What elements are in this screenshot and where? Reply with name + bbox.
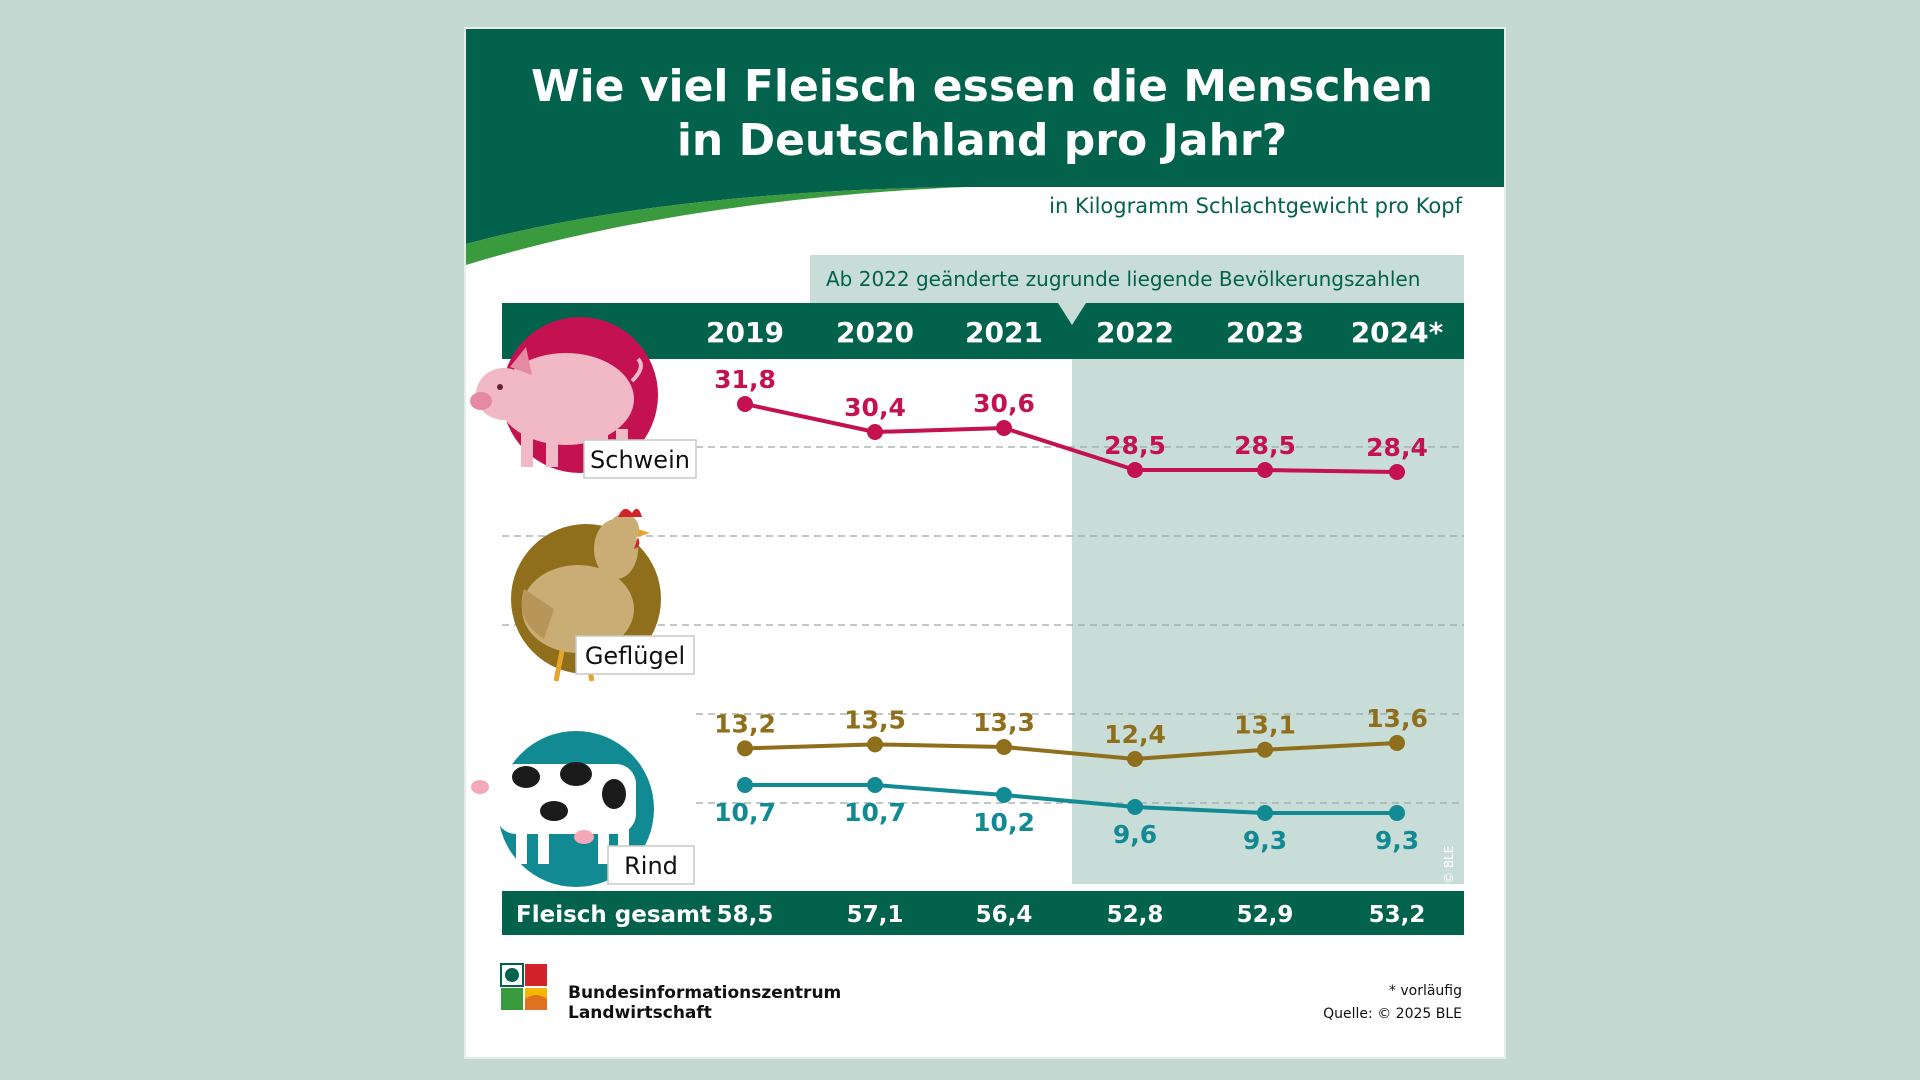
point-0-1: [867, 424, 883, 440]
data-label-1-5: 13,6: [1366, 704, 1428, 733]
year-label-5: 2024*: [1351, 316, 1444, 349]
year-label-4: 2023: [1226, 316, 1304, 349]
series-line-2: [745, 783, 1397, 815]
year-label-2: 2021: [965, 316, 1043, 349]
point-2-5: [1389, 805, 1405, 821]
point-1-3: [1127, 751, 1143, 767]
point-0-5: [1389, 464, 1405, 480]
total-value-3: 52,8: [1107, 902, 1164, 928]
label-schwein-box: [583, 439, 697, 479]
footnote: * vorläufig: [1389, 983, 1462, 999]
data-label-1-3: 12,4: [1104, 720, 1166, 749]
series-layer: 31,8 30,4 30,6 28,5 28,5 28,4 13,2 13,5 13,3 12,4…: [714, 365, 1428, 855]
label-gefluegel-box: [575, 635, 695, 675]
header-swoosh: [466, 187, 966, 265]
data-label-0-2: 30,6: [973, 389, 1035, 418]
total-value-2: 56,4: [976, 902, 1033, 928]
point-2-2: [996, 787, 1012, 803]
point-2-1: [867, 777, 883, 793]
point-0-4: [1257, 462, 1273, 478]
year-label-1: 2020: [836, 316, 914, 349]
label-schwein: Schwein: [590, 446, 690, 474]
point-0-2: [996, 420, 1012, 436]
point-1-0: [737, 740, 753, 757]
year-labels: 2019 2020 2021 2022 2023 2024*: [706, 316, 1444, 349]
pig-icon: [470, 317, 658, 473]
data-label-2-2: 10,2: [973, 808, 1035, 837]
point-0-0: [737, 396, 753, 412]
point-2-0: [737, 777, 753, 793]
image-credit: © BLE: [1442, 846, 1456, 884]
year-label-0: 2019: [706, 316, 784, 349]
year-label-3: 2022: [1096, 316, 1174, 349]
chart-subtitle: in Kilogramm Schlachtgewicht pro Kopf: [1049, 194, 1462, 218]
total-label: Fleisch gesamt: [516, 902, 711, 928]
ble-logo-icon: [500, 963, 547, 1010]
point-2-4: [1257, 805, 1273, 821]
notice-text: Ab 2022 geänderte zugrunde liegende Bevö…: [826, 267, 1420, 291]
point-1-2: [996, 739, 1012, 755]
data-label-0-3: 28,5: [1104, 431, 1166, 460]
point-1-4: [1257, 741, 1273, 758]
point-2-3: [1127, 799, 1143, 815]
footer-org-line1: Bundesinformationszentrum: [568, 983, 841, 1003]
header-band: [466, 29, 1504, 244]
chart-title-line2: in Deutschland pro Jahr?: [677, 115, 1287, 166]
total-value-0: 58,5: [717, 902, 774, 928]
label-rind: Rind: [624, 852, 678, 880]
footer-org-line2: Landwirtschaft: [568, 1003, 712, 1023]
total-band: [502, 891, 1464, 935]
total-values: 58,5 57,1 56,4 52,8 52,9 53,2: [717, 902, 1426, 928]
data-label-2-4: 9,3: [1243, 826, 1287, 855]
infographic-card: Wie viel Fleisch essen die Menschen in D…: [464, 27, 1506, 1059]
label-rind-box: [607, 845, 695, 885]
data-label-1-0: 13,2: [714, 709, 776, 738]
data-label-1-4: 13,1: [1234, 711, 1296, 740]
data-label-1-2: 13,3: [973, 708, 1035, 737]
series-line-0: [744, 402, 1398, 474]
label-gefluegel: Geflügel: [585, 642, 685, 670]
data-label-2-0: 10,7: [714, 798, 776, 827]
data-label-0-0: 31,8: [714, 365, 776, 394]
series-line-1: [744, 741, 1398, 761]
notice-pointer: [1058, 303, 1086, 325]
point-0-3: [1127, 462, 1143, 478]
data-label-2-5: 9,3: [1375, 826, 1419, 855]
data-label-0-4: 28,5: [1234, 431, 1296, 460]
notice-box: [810, 255, 1464, 304]
source-note: Quelle: © 2025 BLE: [1323, 1006, 1462, 1022]
point-1-1: [867, 736, 883, 753]
total-value-1: 57,1: [847, 902, 904, 928]
chart-title-line1: Wie viel Fleisch essen die Menschen: [531, 61, 1433, 112]
year-band: [502, 303, 1464, 359]
chart-svg: Wie viel Fleisch essen die Menschen in D…: [466, 29, 1504, 1023]
point-1-5: [1389, 735, 1405, 751]
data-label-2-3: 9,6: [1113, 820, 1157, 849]
data-label-0-1: 30,4: [844, 393, 906, 422]
chicken-icon: [511, 508, 661, 682]
data-label-2-1: 10,7: [844, 798, 906, 827]
data-label-0-5: 28,4: [1366, 433, 1428, 462]
total-value-5: 53,2: [1369, 902, 1426, 928]
total-value-4: 52,9: [1237, 902, 1294, 928]
data-label-1-1: 13,5: [844, 705, 906, 734]
